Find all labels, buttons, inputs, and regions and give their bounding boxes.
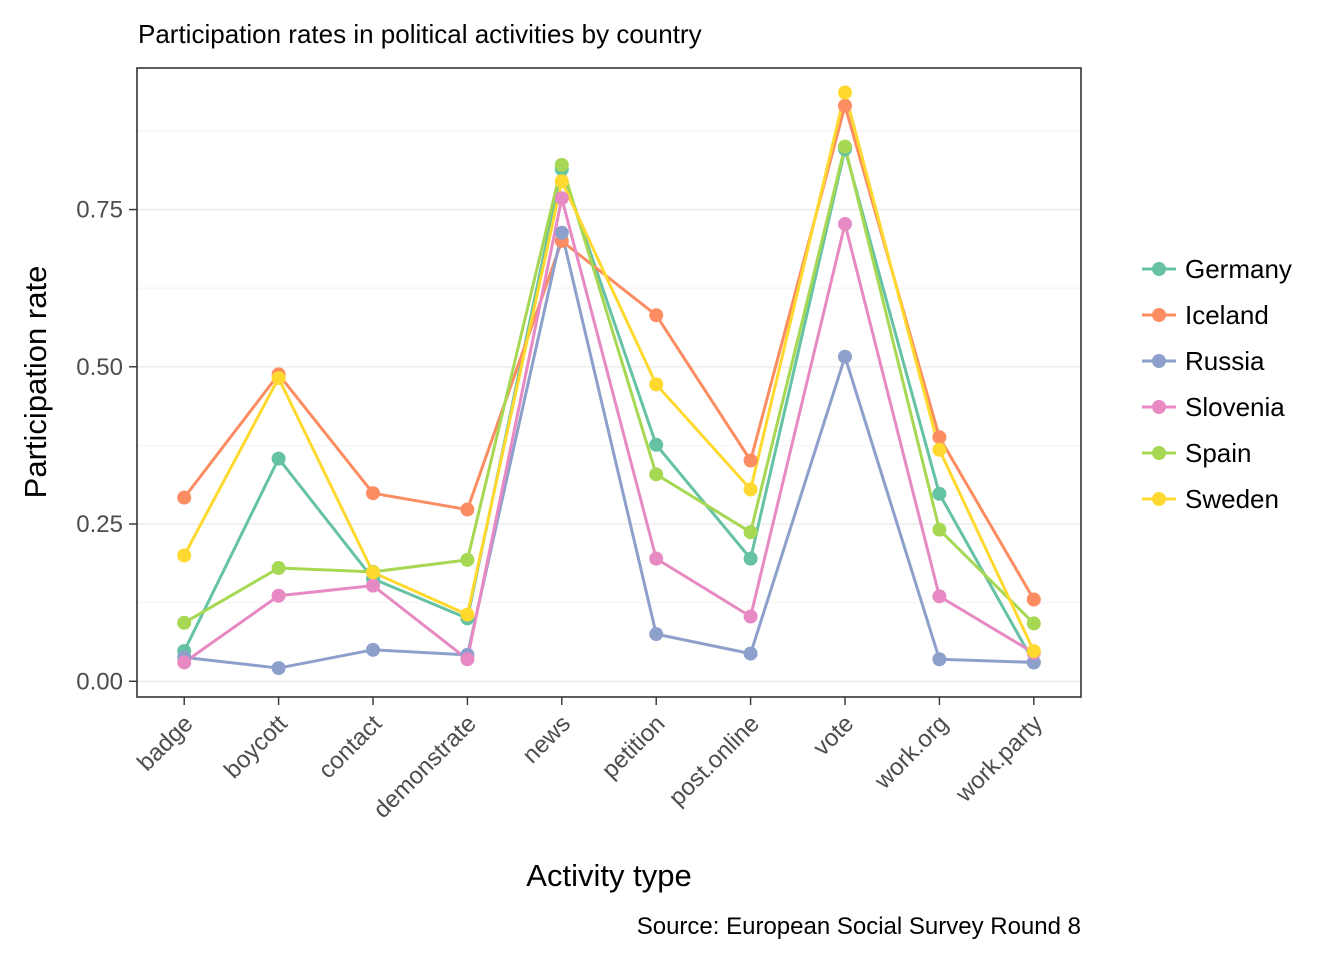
y-tick-label: 0.50 — [76, 354, 123, 381]
y-axis-title: Participation rate — [18, 266, 53, 499]
series-line-germany — [182, 147, 1036, 664]
data-point-spain — [838, 139, 852, 154]
y-tick-label: 0.25 — [76, 511, 123, 538]
data-point-slovenia — [554, 191, 569, 206]
panel-border — [136, 67, 1082, 698]
y-axis: 0.00 0.25 0.50 0.75 — [76, 197, 137, 695]
data-point-slovenia — [838, 216, 852, 231]
data-point-iceland — [932, 430, 947, 445]
data-point-slovenia — [932, 589, 947, 604]
data-point-russia — [932, 652, 947, 667]
data-point-sweden — [460, 607, 475, 622]
x-axis-title: Activity type — [526, 858, 691, 893]
legend-label: Germany — [1185, 254, 1292, 284]
data-point-sweden — [554, 174, 569, 189]
legend-item-slovenia: Slovenia — [1142, 392, 1285, 422]
x-tick-label: work.party — [950, 710, 1048, 808]
legend-item-iceland: Iceland — [1142, 300, 1269, 330]
legend-label: Spain — [1185, 438, 1252, 468]
data-point-sweden — [366, 565, 380, 580]
data-point-sweden — [649, 377, 664, 392]
legend-key-point — [1152, 308, 1166, 322]
legend-key-point — [1152, 262, 1166, 276]
legend-item-spain: Spain — [1142, 438, 1252, 468]
legend-label: Russia — [1185, 346, 1265, 376]
data-point-slovenia — [271, 588, 286, 603]
data-point-russia — [649, 627, 664, 642]
x-tick-label: vote — [808, 710, 859, 761]
data-point-spain — [1026, 616, 1041, 631]
data-point-germany — [932, 486, 947, 501]
data-point-sweden — [932, 442, 947, 457]
data-point-iceland — [743, 453, 758, 468]
legend-key-point — [1152, 354, 1166, 368]
x-tick-label: contact — [313, 710, 387, 784]
data-point-iceland — [649, 308, 664, 323]
series-line-sweden — [182, 91, 1036, 652]
data-point-iceland — [366, 486, 380, 501]
series-line-spain — [183, 145, 1035, 625]
data-point-iceland — [460, 502, 475, 517]
y-tick-label: 0.00 — [76, 668, 123, 695]
legend-item-sweden: Sweden — [1142, 484, 1279, 514]
data-point-russia — [366, 642, 380, 657]
data-point-spain — [932, 522, 947, 537]
x-tick-label: boycott — [219, 710, 293, 784]
x-tick-label: demonstrate — [368, 710, 481, 823]
legend: Germany Iceland Russia Slovenia Spain Sweden — [1142, 254, 1292, 514]
legend-label: Slovenia — [1185, 392, 1285, 422]
plot-panel — [136, 67, 1082, 698]
data-point-germany — [743, 551, 758, 566]
data-point-iceland — [1026, 592, 1041, 607]
x-tick-label: work.org — [869, 710, 954, 795]
data-point-spain — [743, 525, 758, 540]
data-point-spain — [554, 157, 569, 172]
legend-item-germany: Germany — [1142, 254, 1292, 284]
legend-label: Sweden — [1185, 484, 1279, 514]
x-tick-label: news — [517, 710, 576, 769]
data-point-russia — [743, 646, 758, 661]
data-point-sweden — [271, 371, 286, 386]
data-point-germany — [271, 451, 286, 466]
data-point-slovenia — [743, 609, 758, 624]
data-point-russia — [271, 661, 286, 676]
chart-title: Participation rates in political activit… — [138, 19, 702, 49]
data-point-spain — [460, 552, 475, 567]
data-point-slovenia — [177, 655, 192, 670]
data-point-slovenia — [460, 652, 475, 667]
data-point-slovenia — [649, 551, 664, 566]
source-caption: Source: European Social Survey Round 8 — [637, 913, 1081, 940]
data-point-sweden — [838, 85, 852, 100]
legend-key-point — [1152, 400, 1166, 414]
series-line-russia — [184, 231, 1034, 670]
data-point-sweden — [177, 548, 192, 563]
legend-label: Iceland — [1185, 300, 1269, 330]
x-tick-label: post.online — [664, 710, 765, 811]
data-point-sweden — [1026, 644, 1041, 659]
data-point-germany — [649, 437, 664, 452]
x-tick-label: petition — [597, 710, 671, 784]
y-tick-label: 0.75 — [76, 197, 123, 224]
data-point-russia — [838, 349, 852, 364]
data-point-spain — [177, 615, 192, 630]
legend-item-russia: Russia — [1142, 346, 1265, 376]
data-point-spain — [271, 561, 286, 576]
data-point-sweden — [743, 482, 758, 497]
x-tick-label: badge — [132, 710, 198, 776]
data-point-russia — [554, 225, 569, 240]
series-line-iceland — [183, 104, 1036, 601]
data-point-iceland — [177, 490, 192, 505]
series-line-slovenia — [183, 196, 1035, 664]
legend-key-point — [1152, 492, 1166, 506]
data-point-iceland — [838, 98, 852, 113]
data-point-spain — [649, 467, 664, 482]
data-point-slovenia — [366, 578, 380, 593]
legend-key-point — [1152, 446, 1166, 460]
